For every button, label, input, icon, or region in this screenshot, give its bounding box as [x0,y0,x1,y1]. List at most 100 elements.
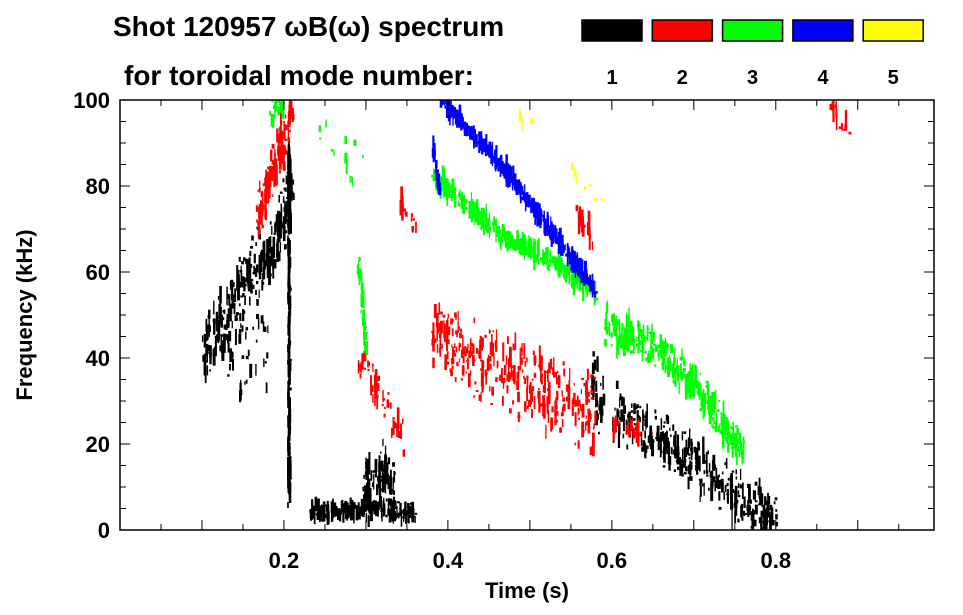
mode-3-mark [720,411,723,420]
mode-1-mark [600,409,603,421]
mode-2-mark [285,124,288,131]
mode-3-mark [515,238,518,246]
mode-3-mark [318,125,322,133]
mode-1-mark [628,423,630,429]
mode-1-mark [214,321,216,326]
mode-4-mark [513,186,517,189]
mode-3-mark [707,381,709,405]
mode-2-mark [585,415,587,420]
mode-2-mark [392,417,396,420]
mode-1-mark [229,303,232,322]
mode-1-mark [262,281,265,285]
mode-1-mark [673,439,675,447]
mode-2-mark [506,385,509,391]
mode-1-mark [733,502,736,509]
mode-2-mark [450,357,453,362]
mode-3-mark [361,290,365,308]
mode-1-mark [287,344,290,353]
mode-1-mark [644,444,647,459]
mode-1-mark [366,460,369,480]
mode-1-mark [338,510,342,522]
mode-1-mark [244,295,246,305]
mode-2-mark [480,391,482,403]
x-tick-label: 0.4 [433,548,464,573]
mode-3-mark [576,276,579,290]
mode-1-mark [233,303,236,315]
mode-3-mark [455,201,457,204]
mode-2-mark [635,425,639,433]
mode-3-mark [625,315,629,328]
mode-2-mark [260,191,264,197]
mode-3-mark [459,189,461,196]
mode-2-mark [475,348,479,354]
mode-1-mark [752,510,756,515]
mode-1-mark [288,146,291,163]
mode-1-mark [749,506,752,511]
mode-3-mark [645,357,648,362]
mode-1-mark [288,378,290,383]
mode-1-mark [656,425,660,437]
mode-3-mark [622,338,625,351]
mode-2-mark [493,352,495,367]
mode-1-mark [283,229,286,242]
mode-1-mark [248,296,251,306]
mode-1-mark [290,176,293,182]
mode-1-mark [725,458,728,469]
mode-1-mark [740,505,743,518]
mode-2-mark [509,372,512,377]
mode-1-mark [705,451,708,475]
mode-1-mark [379,465,383,470]
mode-1-mark [686,447,689,455]
mode-2-mark [458,358,461,363]
mode-3-mark [360,309,362,314]
mode-2-mark [394,423,398,429]
mode-1-mark [737,518,740,523]
mode-3-mark [690,367,694,381]
mode-2-mark [445,340,448,352]
mode-2-mark [523,375,525,380]
mode-3-mark [689,388,692,400]
mode-1-mark [288,262,291,274]
mode-1-mark [225,334,229,341]
mode-3-mark [713,421,715,425]
mode-3-mark [659,349,663,353]
mode-2-mark [381,403,384,407]
mode-2-mark [488,355,492,362]
mode-2-mark [458,326,460,331]
mode-3-mark [721,421,725,435]
mode-1-mark [208,346,212,350]
mode-2-mark [278,133,281,144]
mode-1-mark [222,309,225,313]
mode-3-mark [501,232,505,236]
mode-2-mark [584,422,587,431]
mode-1-mark [240,295,244,298]
mode-4-mark [537,204,539,214]
mode-4-mark [449,102,451,120]
mode-2-mark [359,373,362,379]
mode-1-mark [245,331,247,340]
mode-1-mark [351,506,355,513]
mode-3-mark [279,100,282,113]
mode-1-mark [757,503,761,506]
y-tick-label: 0 [98,518,110,543]
mode-1-mark [230,351,234,358]
mode-4-mark [564,244,567,248]
mode-3-mark [722,432,725,437]
mode-3-mark [595,297,599,301]
mode-3-mark [449,195,453,198]
mode-2-mark [495,345,498,352]
mode-3-mark [552,258,555,263]
mode-3-mark [654,344,658,352]
mode-1-mark [752,508,754,524]
mode-2-mark [281,131,284,147]
mode-1-mark [258,289,260,298]
mode-2-mark [574,412,577,427]
mode-1-mark [287,380,289,384]
mode-1-mark [273,259,277,269]
mode-2-mark [502,378,505,389]
mode-1-mark [321,505,324,518]
mode-1-mark [227,374,230,377]
mode-3-mark [719,423,721,431]
mode-1-mark [663,421,666,424]
mode-2-mark [552,367,555,376]
